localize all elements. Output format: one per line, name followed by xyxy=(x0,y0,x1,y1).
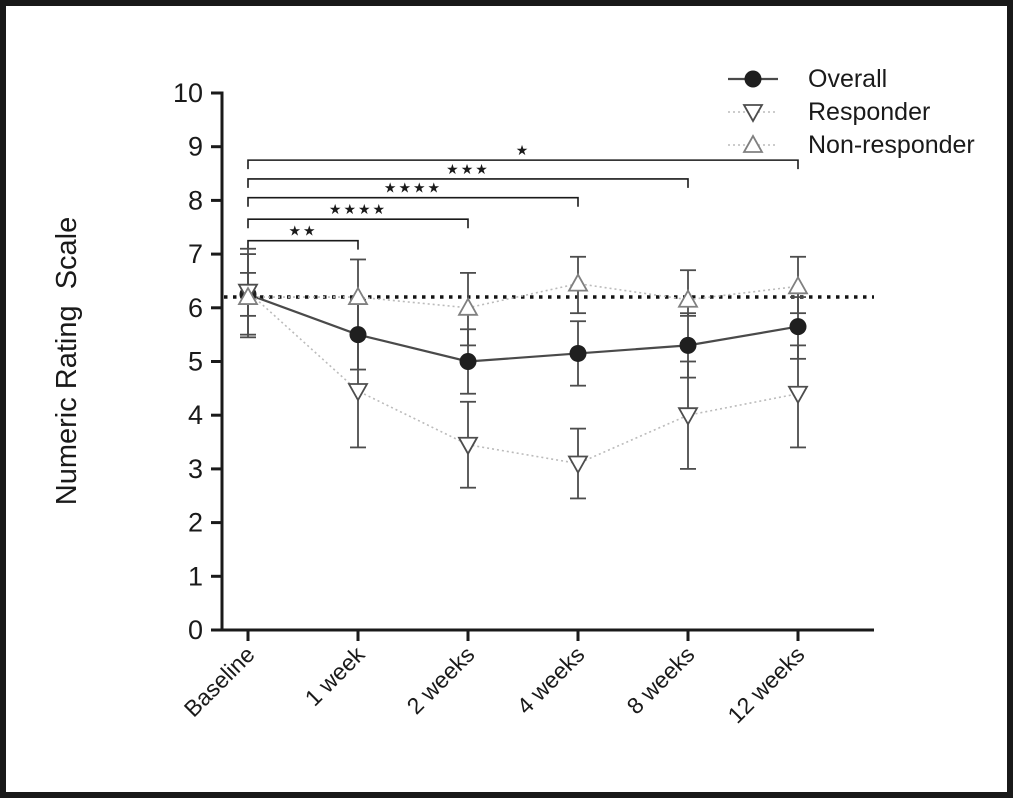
legend-label: Responder xyxy=(808,98,930,126)
series-line-overall xyxy=(247,293,799,363)
nonresponder-point-marker xyxy=(237,286,259,305)
nonresponder-point-marker xyxy=(787,275,809,295)
responder-point-marker xyxy=(787,385,809,405)
responder-point-marker xyxy=(457,436,479,456)
y-tick-label: 5 xyxy=(188,347,203,377)
significance-bracket xyxy=(247,196,579,207)
y-tick-label: 2 xyxy=(188,508,203,538)
nonresponder-point-marker xyxy=(677,288,699,308)
nonresponder-point-marker xyxy=(567,272,589,292)
overall-point-marker xyxy=(789,318,807,336)
error-bars-responder xyxy=(240,247,806,500)
y-tick-label: 1 xyxy=(188,561,203,591)
legend-item-overall: Overall xyxy=(728,65,887,93)
significance-stars: ★★★★ xyxy=(329,201,387,217)
y-tick-label: 4 xyxy=(188,400,203,430)
significance-stars: ★★★★ xyxy=(384,180,442,196)
series-markers-non-responder xyxy=(237,272,809,316)
significance-bracket xyxy=(247,159,799,170)
significance-stars: ★★★ xyxy=(446,161,490,177)
responder-point-marker xyxy=(347,383,369,402)
legend-layer: Overall Responder Non-responder xyxy=(728,65,975,159)
series-markers-responder xyxy=(237,283,809,475)
overall-point-marker xyxy=(459,353,477,370)
significance-stars: ★ xyxy=(516,142,531,158)
y-tick-label: 9 xyxy=(188,132,203,162)
legend-label: Non-responder xyxy=(808,131,975,159)
series-line-responder xyxy=(247,291,799,465)
y-tick-label: 10 xyxy=(173,78,203,108)
responder-point-marker xyxy=(742,104,764,123)
y-tick-label: 8 xyxy=(188,185,203,215)
significance-stars: ★★ xyxy=(288,223,317,239)
x-tick-label: 12 weeks xyxy=(722,641,809,728)
y-tick-label: 7 xyxy=(188,239,203,269)
significance-bracket xyxy=(247,239,359,250)
nonresponder-point-marker xyxy=(457,296,479,316)
overall-point-marker xyxy=(679,336,697,354)
y-tick-label: 3 xyxy=(188,454,203,484)
nonresponder-point-marker xyxy=(742,134,764,153)
y-tick-label: 0 xyxy=(188,615,203,645)
responder-point-marker xyxy=(677,407,699,427)
significance-bracket xyxy=(247,178,689,188)
x-tick-label: Baseline xyxy=(179,641,260,722)
legend-label: Overall xyxy=(808,65,887,93)
series-layer xyxy=(237,247,809,500)
x-tick-label: 4 weeks xyxy=(511,641,589,719)
overall-point-marker xyxy=(569,344,587,362)
error-bars-overall xyxy=(240,253,806,395)
axes-layer: 0 1 2 3 4 5 6 7 8 9 10 Baseline 1 week 2 weeks 4 weeks… xyxy=(173,78,874,728)
y-tick-label: 6 xyxy=(188,293,203,323)
x-tick-label: 8 weeks xyxy=(621,641,699,719)
error-bars-non-responder xyxy=(240,255,806,347)
overall-point-marker xyxy=(349,326,367,344)
legend-item-responder: Responder xyxy=(728,98,930,126)
responder-point-marker xyxy=(567,455,589,475)
legend-item-non-responder: Non-responder xyxy=(728,131,975,159)
y-axis-title: Numeric Rating Scale xyxy=(51,217,83,506)
overall-point-marker xyxy=(744,70,762,88)
significance-brackets-layer: ★★★★★★★★★★★★★★ xyxy=(247,142,799,250)
x-tick-label: 2 weeks xyxy=(401,641,479,719)
nonresponder-point-marker xyxy=(347,286,369,305)
x-tick-label: 1 week xyxy=(300,641,370,711)
series-line-non-responder xyxy=(248,282,799,309)
significance-bracket xyxy=(247,218,469,229)
